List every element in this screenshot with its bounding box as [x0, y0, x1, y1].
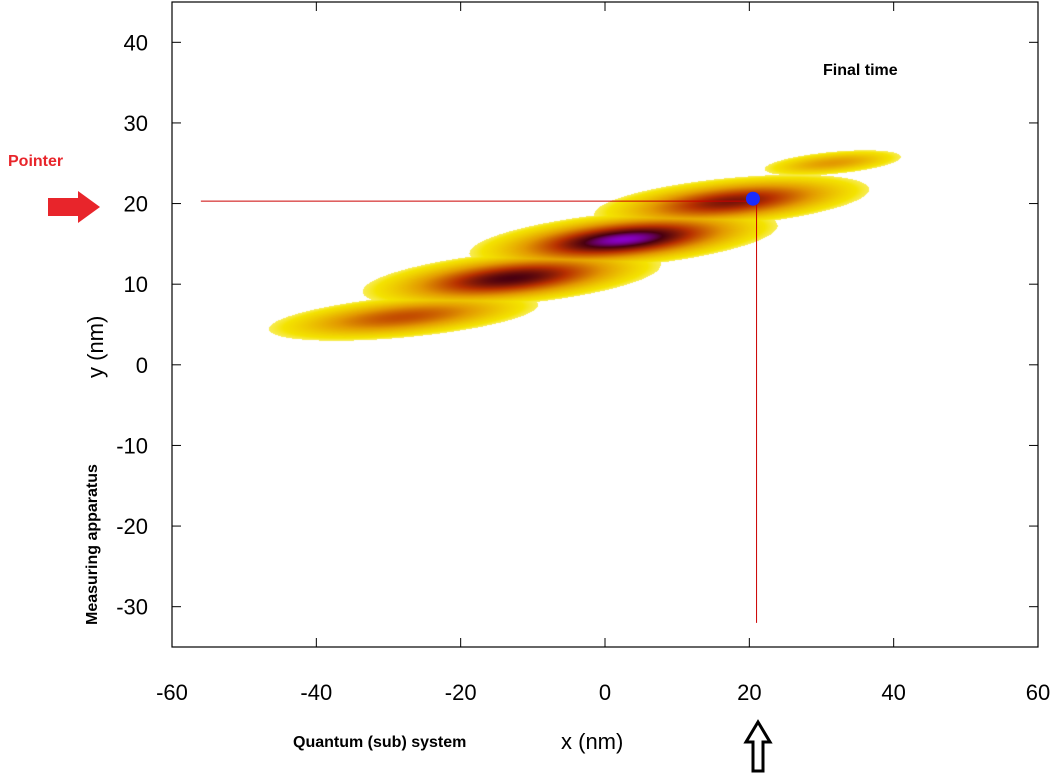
y-tick-label: 10 [124, 272, 148, 297]
measurement-dot [745, 191, 760, 206]
x-axis-prefix-label: Quantum (sub) system [293, 734, 466, 751]
y-axis-label: y (nm) [83, 316, 108, 378]
x-tick-labels: -60 -40 -20 0 20 40 60 [156, 680, 1050, 705]
density-heatmap [172, 2, 1038, 647]
x-tick-label: -40 [300, 680, 332, 705]
axis-ticks [171, 2, 1039, 647]
pointer-arrow-icon [48, 191, 100, 223]
x-axis-label: x (nm) [561, 729, 623, 754]
y-tick-label: 30 [124, 111, 148, 136]
x-tick-label: 20 [737, 680, 761, 705]
y-tick-label: 20 [124, 192, 148, 217]
y-tick-label: 0 [136, 353, 148, 378]
x-tick-label: 0 [599, 680, 611, 705]
y-axis-prefix-label: Measuring apparatus [84, 464, 101, 625]
x-tick-label: 40 [881, 680, 905, 705]
x-tick-label: 60 [1026, 680, 1050, 705]
y-tick-label: -20 [116, 514, 148, 539]
x-tick-label: -20 [445, 680, 477, 705]
up-arrow-icon [743, 719, 773, 773]
final-time-annotation: Final time [823, 62, 898, 79]
y-tick-label: 40 [124, 30, 148, 55]
y-tick-labels: -30 -20 -10 0 10 20 30 40 [116, 30, 148, 619]
pointer-guide-lines [200, 200, 758, 623]
y-tick-label: -10 [116, 433, 148, 458]
pointer-label: Pointer [8, 153, 63, 170]
y-tick-label: -30 [116, 595, 148, 620]
x-tick-label: -60 [156, 680, 188, 705]
